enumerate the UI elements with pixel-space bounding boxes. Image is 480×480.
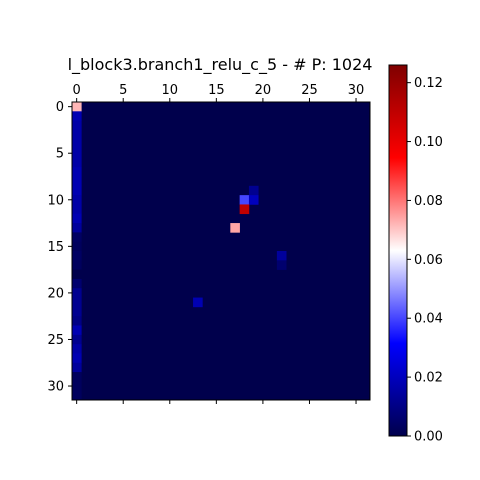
- colorbar-tick-label: 0.02: [414, 371, 443, 386]
- heatmap-cell: [248, 185, 259, 196]
- y-tick-label: 20: [47, 286, 64, 301]
- heatmap-cell: [72, 176, 82, 187]
- y-tick-label: 5: [56, 147, 64, 162]
- x-tick-label: 15: [208, 83, 225, 98]
- y-tick-label: 30: [47, 380, 64, 395]
- heatmap-background: [72, 102, 370, 400]
- heatmap-cell: [72, 288, 82, 298]
- y-axis-ticks: 0 5 10 15 20 25 30: [47, 100, 72, 395]
- y-tick-label: 15: [47, 240, 64, 255]
- heatmap-cell: [72, 148, 82, 159]
- heatmap-cell: [72, 316, 82, 326]
- chart-title: l_block3.branch1_relu_c_5 - # P: 1024: [68, 55, 373, 75]
- heatmap-cell: [276, 260, 287, 270]
- colorbar-tick-label: 0.10: [414, 135, 443, 150]
- y-tick-label: 10: [47, 193, 64, 208]
- heatmap-cell: [276, 251, 287, 261]
- colorbar-tick-label: 0.06: [414, 253, 443, 268]
- heatmap-frame: [71, 101, 371, 401]
- y-tick-label: 0: [56, 100, 64, 115]
- x-axis-ticks: 0 5 10 15 20 25 30: [73, 83, 365, 404]
- heatmap-cell: [72, 120, 82, 131]
- heatmap-cell: [239, 195, 250, 205]
- heatmap-cell: [72, 232, 82, 242]
- heatmap-cell: [72, 362, 82, 373]
- heatmap-cell: [72, 381, 82, 391]
- x-tick-label: 5: [119, 83, 127, 98]
- heatmap-cell: [72, 195, 82, 205]
- heatmap-cell: [239, 204, 250, 215]
- heatmap-cell: [72, 325, 82, 336]
- heatmap-cell: [72, 204, 82, 215]
- heatmap-cell: [72, 129, 82, 140]
- heatmap-cell: [72, 223, 82, 233]
- heatmap-cell: [72, 185, 82, 196]
- heatmap-cell: [72, 278, 82, 289]
- heatmap-cell: [72, 372, 82, 382]
- heatmap-cell: [72, 241, 82, 252]
- heatmap-cell: [72, 269, 82, 280]
- heatmap-cell: [72, 390, 82, 401]
- colorbar-tick-label: 0.08: [414, 194, 443, 209]
- x-tick-label: 30: [348, 83, 365, 98]
- x-tick-label: 0: [73, 83, 81, 98]
- heatmap-cell: [72, 157, 82, 168]
- x-tick-label: 20: [255, 83, 272, 98]
- colorbar-tick-label: 0.04: [414, 312, 443, 327]
- heatmap-cell: [72, 334, 82, 345]
- colorbar-ticks: 0.00 0.02 0.04 0.06 0.08 0.10 0.12: [407, 76, 443, 445]
- heatmap-cell: [72, 167, 82, 177]
- heatmap-cell: [72, 306, 82, 317]
- heatmap-cell: [248, 195, 259, 205]
- colorbar-tick-label: 0.12: [414, 76, 443, 91]
- y-tick-label: 25: [47, 333, 64, 348]
- heatmap-cell: [72, 297, 82, 308]
- heatmap-cell: [72, 213, 82, 224]
- x-tick-label: 25: [301, 83, 318, 98]
- heatmap-cell: [72, 260, 82, 270]
- heatmap-cell: [72, 353, 82, 364]
- heatmap-cell: [230, 223, 240, 233]
- heatmap-cell: [72, 111, 82, 121]
- heatmap-cell: [72, 102, 82, 112]
- heatmap-cells: [72, 102, 370, 401]
- heatmap-cell: [72, 344, 82, 354]
- heatmap-cell: [193, 297, 203, 308]
- heatmap-cell: [72, 139, 82, 149]
- colorbar-tick-label: 0.00: [414, 430, 443, 445]
- colorbar: [388, 64, 408, 437]
- heatmap-cell: [72, 251, 82, 261]
- x-tick-label: 10: [162, 83, 179, 98]
